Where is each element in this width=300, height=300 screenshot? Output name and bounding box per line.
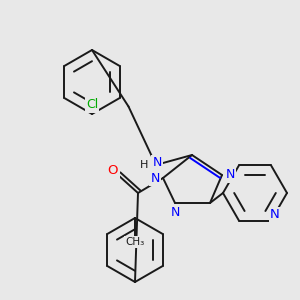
Text: N: N xyxy=(225,169,235,182)
Text: N: N xyxy=(152,157,162,169)
Text: N: N xyxy=(170,206,180,218)
Text: CH₃: CH₃ xyxy=(125,237,145,247)
Text: O: O xyxy=(108,164,118,178)
Text: H: H xyxy=(140,160,148,170)
Text: N: N xyxy=(150,172,160,184)
Text: N: N xyxy=(270,208,280,221)
Text: Cl: Cl xyxy=(86,98,98,112)
